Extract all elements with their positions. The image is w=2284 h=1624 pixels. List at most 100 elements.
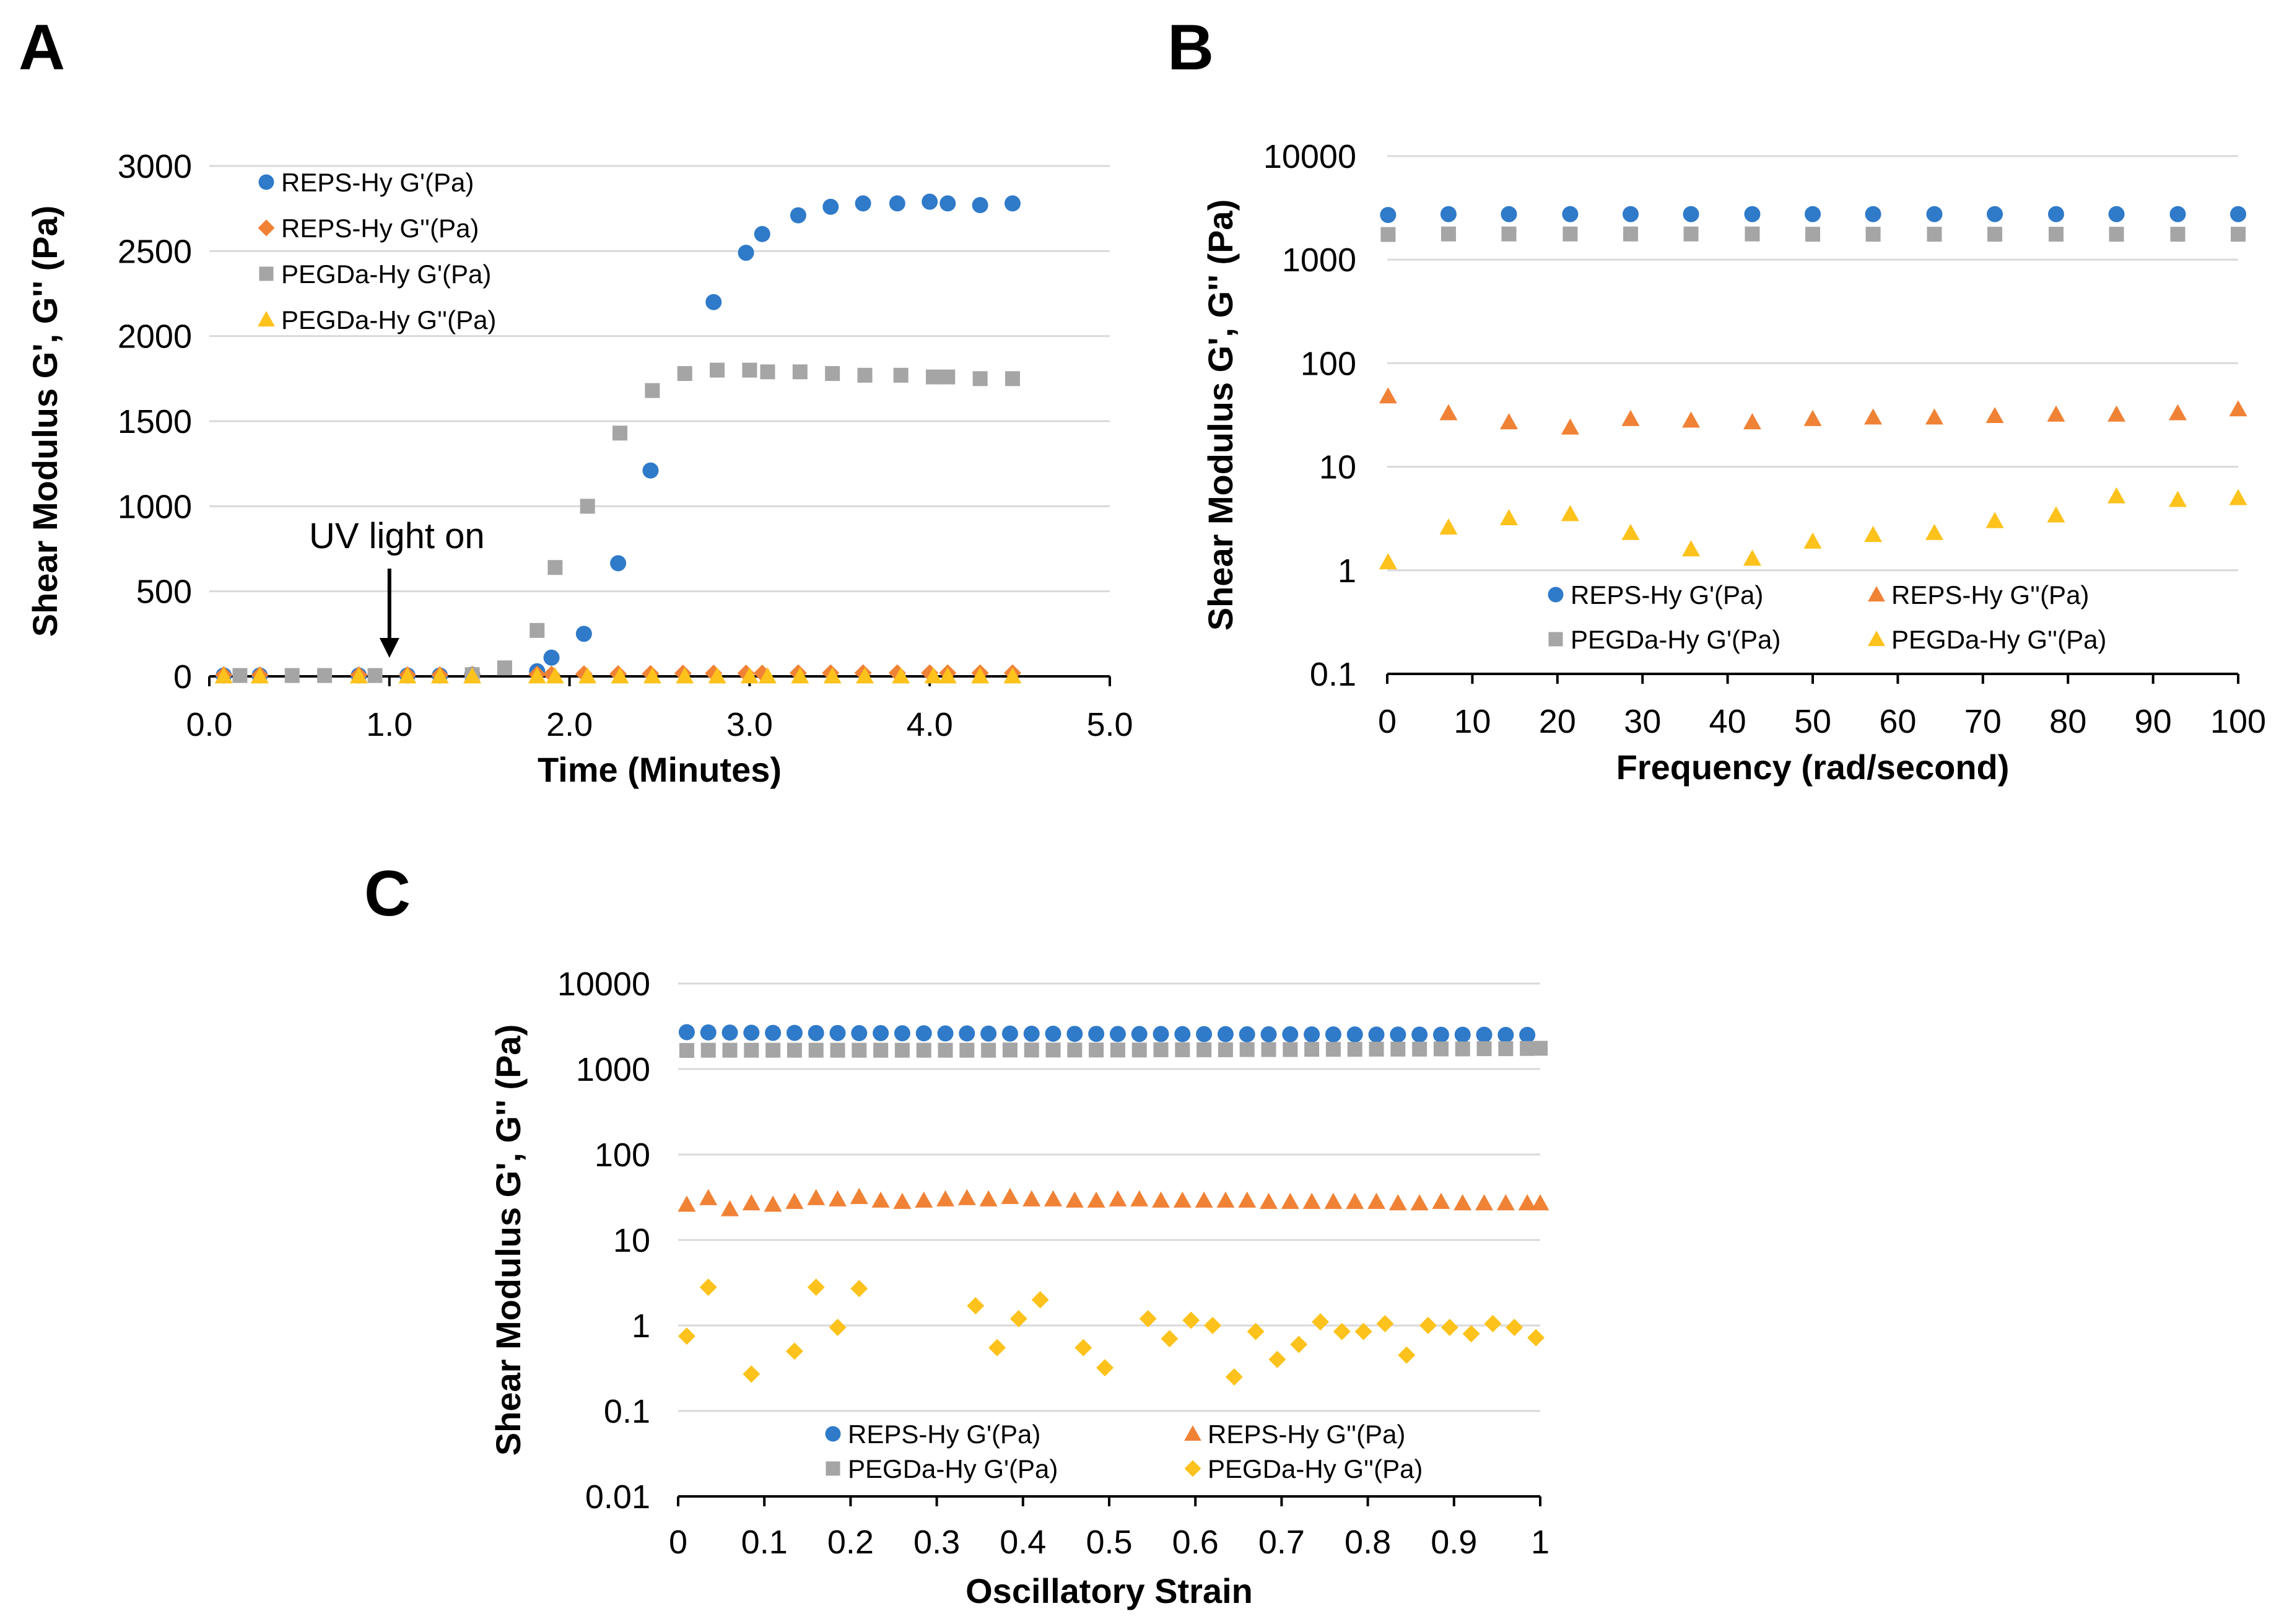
data-point: [852, 1042, 867, 1058]
data-point: [830, 1042, 845, 1058]
data-point: [1074, 1338, 1092, 1356]
data-point: [463, 667, 482, 684]
x-tick-label: 0: [1378, 703, 1397, 740]
legend-label: PEGDa-Hy G''(Pa): [281, 305, 496, 334]
data-point: [1196, 1026, 1213, 1042]
data-point: [1369, 1041, 1384, 1057]
data-point: [679, 1042, 694, 1058]
annotation-text: UV light on: [309, 516, 485, 556]
data-point: [1217, 1026, 1234, 1042]
data-point: [1182, 1311, 1200, 1329]
data-point: [738, 245, 754, 261]
data-point: [972, 371, 988, 386]
data-point: [807, 1278, 825, 1296]
data-point: [1499, 413, 1518, 430]
data-point: [678, 1327, 695, 1345]
data-point: [743, 1024, 760, 1041]
data-point: [578, 667, 597, 684]
data-point: [1987, 227, 2003, 242]
x-tick-label: 90: [2135, 703, 2172, 740]
data-point: [1239, 1026, 1255, 1042]
data-point: [1218, 1042, 1233, 1057]
x-tick-label: 0.1: [741, 1524, 788, 1561]
data-point: [1005, 371, 1020, 386]
y-tick-label: 0.1: [604, 1393, 650, 1430]
data-point: [1333, 1322, 1351, 1340]
data-point: [2229, 400, 2247, 417]
data-point: [1139, 1310, 1157, 1328]
data-point: [1496, 1194, 1515, 1211]
x-tick-label: 0: [669, 1524, 687, 1561]
data-point: [1621, 409, 1640, 426]
data-point: [250, 667, 269, 684]
data-point: [855, 195, 871, 212]
data-point: [2048, 227, 2064, 242]
y-tick-label: 1500: [118, 403, 192, 440]
data-point: [1683, 226, 1699, 242]
annotation-arrow-head: [379, 638, 399, 658]
data-point: [1003, 667, 1022, 684]
series-3: [1379, 487, 2247, 570]
data-point: [1462, 1325, 1480, 1343]
data-point: [1067, 1042, 1083, 1058]
x-tick-label: 60: [1879, 703, 1916, 740]
x-tick-label: 10: [1454, 703, 1491, 740]
data-point: [2229, 489, 2247, 505]
chart-panel-b: B 0.1 1 10 100 1000 10000 0 10 20 30 40 50 60 70 80 90 10…: [1167, 12, 2266, 787]
data-point: [1484, 1315, 1502, 1333]
data-point: [829, 1190, 847, 1207]
legend-label: PEGDa-Hy G'(Pa): [848, 1454, 1058, 1483]
data-point: [1024, 1042, 1039, 1058]
data-point: [1376, 1315, 1394, 1333]
data-point: [924, 667, 943, 684]
data-point: [1281, 1192, 1299, 1209]
data-point: [871, 1191, 890, 1208]
y-tick-label: 1: [1338, 552, 1356, 590]
data-point: [1347, 1042, 1362, 1057]
data-point: [808, 1024, 824, 1041]
data-point: [1131, 1026, 1148, 1042]
y-tick-label: 1000: [118, 488, 192, 525]
data-point: [1533, 1041, 1548, 1056]
data-point: [1153, 1026, 1169, 1042]
data-point: [1682, 411, 1701, 428]
data-point: [642, 462, 659, 479]
data-point: [643, 667, 661, 684]
chart-panel-a: A 0 500 1000 1500 2000 2500 3000 0.0 1.0 2.0 3.0 4.0…: [19, 12, 1133, 789]
data-point: [678, 1195, 696, 1212]
data-point: [790, 207, 806, 224]
legend: REPS-Hy G'(Pa) REPS-Hy G''(Pa) PEGDa-Hy G'…: [258, 168, 496, 334]
legend-marker: [826, 1461, 840, 1476]
panel-letter: B: [1167, 12, 1214, 84]
data-point: [1563, 226, 1578, 242]
data-point: [743, 1365, 761, 1383]
data-point: [1045, 1025, 1061, 1042]
data-point: [1499, 509, 1518, 525]
data-point: [497, 660, 512, 676]
y-tick-label: 3000: [118, 148, 192, 185]
data-point: [742, 362, 757, 378]
x-tick-label: 0.0: [186, 706, 232, 743]
data-point: [1744, 206, 1761, 222]
data-point: [721, 1200, 739, 1216]
data-point: [742, 1194, 761, 1211]
legend: REPS-Hy G'(Pa) REPS-Hy G''(Pa) PEGDa-Hy G'…: [1548, 580, 2106, 654]
data-point: [612, 426, 628, 441]
data-point: [1441, 1319, 1458, 1337]
data-point: [980, 1025, 997, 1042]
y-axis-title: Shear Modulus G', G'' (Pa): [489, 1024, 528, 1456]
data-point: [1506, 1319, 1523, 1337]
data-point: [1411, 1026, 1428, 1043]
data-point: [1282, 1026, 1299, 1042]
legend-label: REPS-Hy G'(Pa): [281, 168, 474, 197]
data-point: [1805, 227, 1820, 242]
data-point: [959, 1025, 975, 1042]
data-point: [645, 383, 660, 398]
data-point: [894, 1042, 910, 1058]
data-point: [1346, 1026, 1363, 1043]
data-point: [1087, 1191, 1105, 1208]
data-point: [1109, 1026, 1126, 1042]
data-point: [1454, 1194, 1472, 1211]
data-point: [1743, 413, 1761, 430]
data-point: [1476, 1041, 1492, 1057]
